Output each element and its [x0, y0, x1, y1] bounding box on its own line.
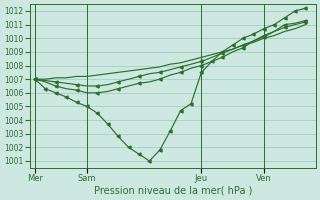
- X-axis label: Pression niveau de la mer( hPa ): Pression niveau de la mer( hPa ): [94, 186, 252, 196]
